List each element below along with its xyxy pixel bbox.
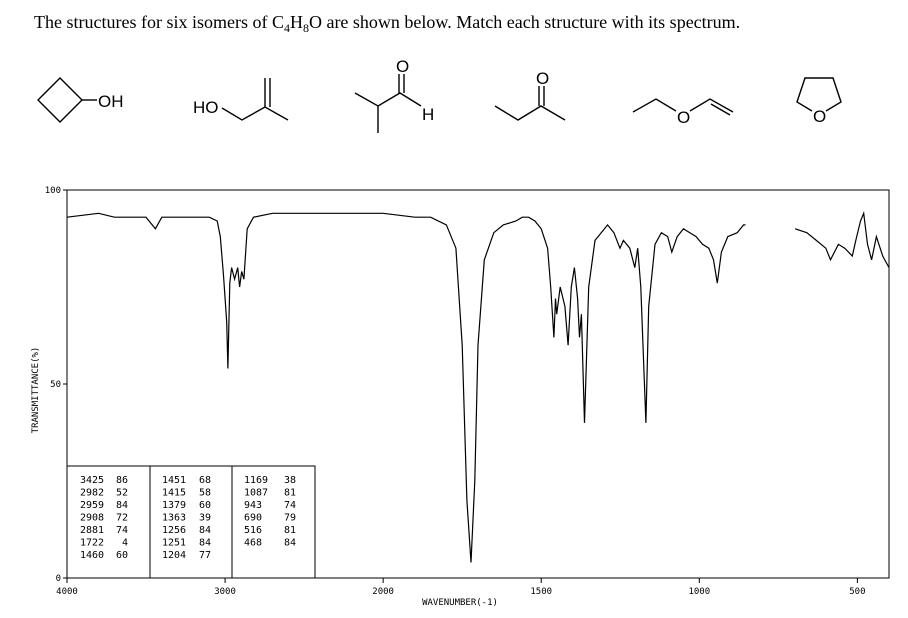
peak-wavenumber: 2881 [80, 525, 104, 536]
peak-wavenumber: 1363 [162, 513, 186, 524]
bond [494, 105, 566, 121]
peak-transmittance: 74 [284, 500, 296, 511]
peak-wavenumber: 1415 [162, 488, 186, 499]
x-tick-label: 1000 [688, 587, 710, 597]
peak-transmittance: 38 [284, 475, 296, 486]
peak-wavenumber: 943 [244, 500, 262, 511]
peak-transmittance: 84 [199, 538, 211, 549]
peak-wavenumber: 1169 [244, 475, 268, 486]
peak-transmittance: 77 [199, 550, 211, 561]
peak-wavenumber: 1087 [244, 488, 268, 499]
peak-transmittance: 74 [116, 525, 128, 536]
x-tick-label: 2000 [372, 587, 394, 597]
atom-label: O [396, 57, 409, 76]
ring [796, 77, 842, 112]
peak-wavenumber: 516 [244, 525, 262, 536]
bond [354, 92, 422, 107]
atom-label: O [536, 69, 549, 88]
structures: OH HO O H O O O [37, 57, 842, 133]
ring [37, 77, 83, 123]
atom-label: HO [193, 98, 219, 117]
peak-transmittance: 84 [199, 525, 211, 536]
peak-transmittance: 81 [284, 525, 296, 536]
peak-transmittance: 58 [199, 488, 211, 499]
y-tick-label: 50 [50, 380, 61, 390]
x-tick-label: 1500 [530, 587, 552, 597]
peak-transmittance: 84 [284, 538, 296, 549]
peak-transmittance: 72 [116, 513, 128, 524]
peak-transmittance: 4 [122, 538, 128, 549]
atom-label: H [422, 105, 434, 124]
peak-wavenumber: 2959 [80, 500, 104, 511]
peak-transmittance: 84 [116, 500, 128, 511]
table-frame [66, 465, 316, 579]
question-text: H [290, 12, 303, 32]
peak-transmittance: 39 [199, 513, 211, 524]
x-tick-label: 4000 [56, 587, 78, 597]
peak-wavenumber: 1251 [162, 538, 186, 549]
peak-wavenumber: 690 [244, 513, 262, 524]
peak-transmittance: 79 [284, 513, 296, 524]
peak-wavenumber: 3425 [80, 475, 104, 486]
peak-transmittance: 60 [199, 500, 211, 511]
subscript: 4 [284, 21, 290, 35]
peak-wavenumber: 1379 [162, 500, 186, 511]
bond [710, 103, 731, 116]
y-axis-label: TRANSMITTANCE(%) [31, 347, 41, 434]
spectrum-line [66, 210, 890, 563]
peak-transmittance: 68 [199, 475, 211, 486]
peak-transmittance: 52 [116, 488, 128, 499]
question-text: The structures for six isomers of C [34, 12, 284, 32]
peak-transmittance: 81 [284, 488, 296, 499]
peak-transmittance: 60 [116, 550, 128, 561]
peak-wavenumber: 2982 [80, 488, 104, 499]
peak-wavenumber: 1722 [80, 538, 104, 549]
atom-label: O [677, 108, 690, 127]
bond [221, 106, 289, 121]
subscript: 8 [303, 21, 309, 35]
bond [632, 98, 677, 113]
peak-transmittance: 86 [116, 475, 128, 486]
peak-wavenumber: 468 [244, 538, 262, 549]
y-tick-label: 100 [45, 186, 61, 196]
bond [689, 98, 734, 113]
x-tick-label: 500 [849, 587, 865, 597]
question-text: O are shown below. Match each structure … [309, 12, 740, 32]
atom-label: O [813, 107, 826, 126]
x-axis-label: WAVENUMBER(-1) [422, 598, 498, 608]
peak-wavenumber: 1256 [162, 525, 186, 536]
question: The structures for six isomers of C4H8O … [34, 12, 740, 35]
peak-table: 3425 86 2982 52 2959 84 2908 72 2881 74 1722 4 1460 6… [66, 465, 316, 579]
peak-wavenumber: 2908 [80, 513, 104, 524]
peak-wavenumber: 1451 [162, 475, 186, 486]
peak-wavenumber: 1204 [162, 550, 186, 561]
y-tick-label: 0 [56, 574, 61, 584]
x-tick-label: 3000 [214, 587, 236, 597]
peak-wavenumber: 1460 [80, 550, 104, 561]
atom-label: OH [98, 92, 124, 111]
